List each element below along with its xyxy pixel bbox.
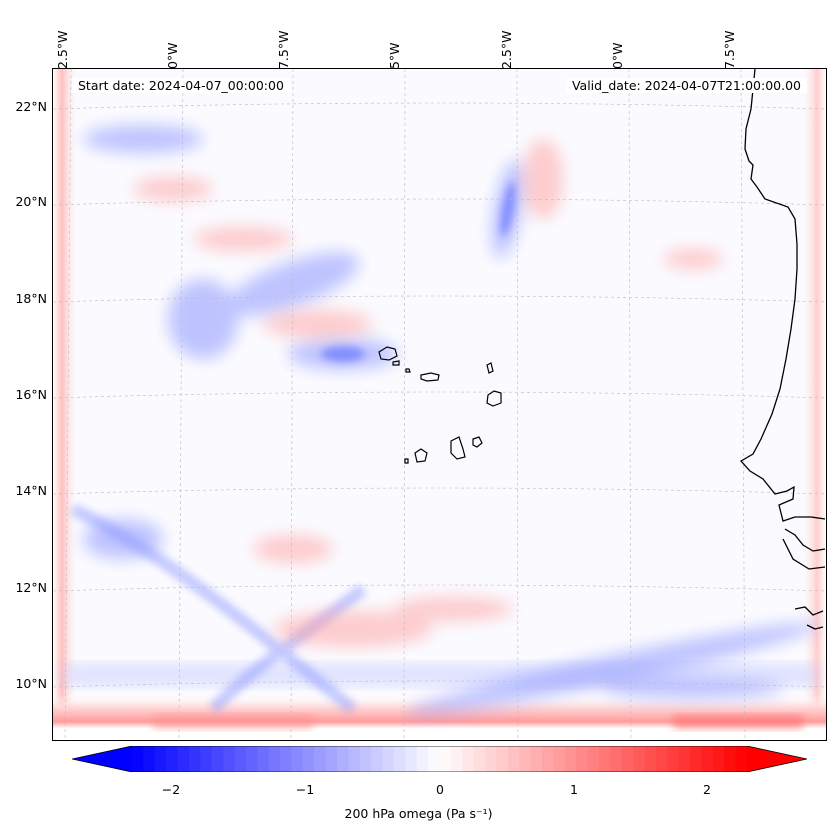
lat-label-18n: 18°N — [15, 291, 47, 306]
colorbar-segment — [291, 746, 304, 772]
colorbar-tick-0: 0 — [436, 782, 444, 797]
colorbar-segment — [405, 746, 418, 772]
colorbar-segment — [188, 746, 201, 772]
colorbar-segment — [337, 746, 349, 772]
colorbar-segment — [633, 746, 646, 772]
colorbar-tick-neg1: −1 — [295, 782, 315, 797]
colorbar-segment — [690, 746, 703, 772]
colorbar-segment — [143, 746, 156, 772]
colorbar-segment — [496, 746, 509, 772]
colorbar-extend-min — [72, 746, 132, 772]
west-africa-coastline — [739, 69, 826, 630]
colorbar-segment — [416, 746, 429, 772]
colorbar-segment — [735, 746, 748, 772]
colorbar-segment — [678, 746, 691, 772]
map-panel — [52, 68, 827, 741]
colorbar-segment — [462, 746, 475, 772]
colorbar-segment — [485, 746, 498, 772]
colorbar-segment — [644, 746, 657, 772]
ascent-features — [83, 125, 819, 715]
colorbar-segment — [302, 746, 315, 772]
ascent-core — [321, 181, 516, 362]
colorbar-segment — [166, 746, 179, 772]
colorbar-segment — [701, 746, 714, 772]
colorbar-segment — [667, 746, 680, 772]
bottom-boundary-strong-right — [673, 715, 803, 729]
colorbar-segment — [200, 746, 213, 772]
colorbar-segment — [473, 746, 486, 772]
colorbar-segment — [393, 746, 406, 772]
lat-label-12n: 12°N — [15, 580, 47, 595]
colorbar-segment — [542, 746, 554, 772]
omega-field-map — [53, 69, 826, 740]
colorbar-tick-neg2: −2 — [161, 782, 181, 797]
colorbar-extend-max — [747, 746, 807, 772]
colorbar-segment — [655, 746, 668, 772]
lat-label-10n: 10°N — [15, 676, 47, 691]
colorbar-segment — [530, 746, 543, 772]
valid-date-text: Valid_date: 2024-04-07T21:00:00.00 — [565, 78, 807, 93]
colorbar — [72, 746, 807, 772]
gridlines — [53, 69, 826, 740]
colorbar-segment — [132, 746, 144, 772]
colorbar-segment — [564, 746, 577, 772]
start-date-text: Start date: 2024-04-07_00:00:00 — [72, 78, 290, 93]
colorbar-segment — [712, 746, 725, 772]
colorbar-segment — [598, 746, 611, 772]
colorbar-segment — [428, 746, 441, 772]
colorbar-segment — [257, 746, 270, 772]
colorbar-segment — [382, 746, 395, 772]
colorbar-segment — [724, 746, 737, 772]
colorbar-segment — [234, 746, 247, 772]
colorbar-segment — [610, 746, 623, 772]
colorbar-segment — [371, 746, 384, 772]
colorbar-segment — [268, 746, 281, 772]
bottom-boundary-strong — [153, 715, 313, 729]
ascent-diagonals — [70, 503, 367, 714]
descent-features — [133, 139, 723, 647]
colorbar-segment — [314, 746, 327, 772]
lat-label-14n: 14°N — [15, 483, 47, 498]
colorbar-segment — [553, 746, 566, 772]
colorbar-segment — [211, 746, 224, 772]
colorbar-label: 200 hPa omega (Pa s⁻¹) — [344, 806, 493, 821]
colorbar-segment — [621, 746, 634, 772]
colorbar-tick-1: 1 — [570, 782, 578, 797]
colorbar-segment — [450, 746, 463, 772]
colorbar-tick-2: 2 — [703, 782, 711, 797]
colorbar-segment — [587, 746, 600, 772]
colorbar-segment — [223, 746, 236, 772]
lat-label-22n: 22°N — [15, 99, 47, 114]
colorbar-segment — [177, 746, 190, 772]
colorbar-segment — [507, 746, 520, 772]
colorbar-segment — [439, 746, 452, 772]
colorbar-segment — [280, 746, 293, 772]
colorbar-segment — [359, 746, 372, 772]
colorbar-segment — [154, 746, 167, 772]
colorbar-segment — [576, 746, 589, 772]
colorbar-segment — [348, 746, 361, 772]
right-boundary-band — [800, 69, 826, 740]
colorbar-segment — [519, 746, 532, 772]
lat-label-16n: 16°N — [15, 387, 47, 402]
cape-verde-islands — [378, 346, 502, 464]
colorbar-segment — [245, 746, 258, 772]
lat-label-20n: 20°N — [15, 194, 47, 209]
colorbar-segment — [325, 746, 338, 772]
